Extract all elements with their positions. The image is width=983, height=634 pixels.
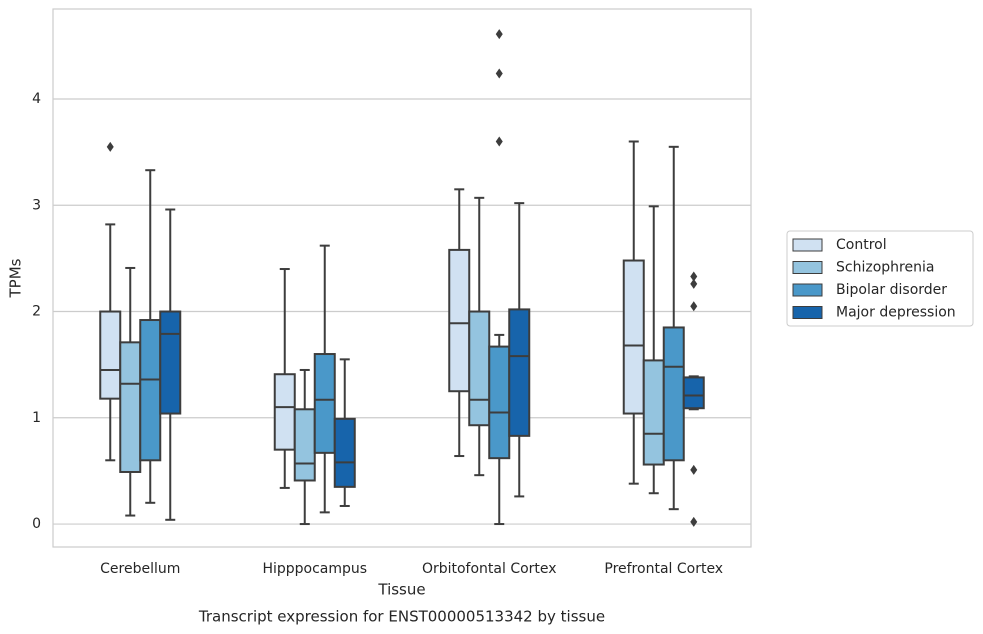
outlier (495, 29, 503, 40)
legend-swatch (792, 283, 823, 297)
legend-swatch (792, 238, 823, 252)
legend-label: Bipolar disorder (836, 282, 947, 298)
legend-swatch (792, 306, 823, 319)
box (468, 310, 491, 427)
box (448, 248, 471, 393)
x-tick-label: Prefrontal Cortex (604, 561, 723, 577)
x-tick-label: Cerebellum (100, 561, 180, 577)
box (488, 345, 511, 460)
outlier (495, 136, 503, 147)
outlier (690, 516, 698, 527)
legend-swatch (792, 261, 823, 274)
box (642, 359, 665, 466)
box (508, 308, 531, 437)
legend-label: Major depression (836, 305, 956, 321)
plot-frame (52, 8, 752, 548)
x-axis-label: Tissue (377, 581, 425, 599)
box (139, 319, 162, 462)
legend-label: Schizophrenia (836, 260, 934, 276)
box (682, 376, 705, 410)
chart-title: Transcript expression for ENST0000051334… (198, 608, 605, 626)
outlier (106, 141, 114, 152)
legend-frame (786, 230, 974, 327)
box (273, 373, 296, 451)
box (119, 341, 142, 473)
y-tick-label: 4 (32, 91, 41, 107)
outlier (690, 301, 698, 312)
x-tick-label: Hipppocampus (262, 561, 367, 577)
box (333, 417, 356, 488)
outlier (690, 464, 698, 475)
box (662, 326, 685, 462)
y-tick-label: 1 (32, 410, 41, 426)
box (159, 310, 182, 415)
box (313, 353, 336, 454)
box (99, 310, 122, 400)
box (293, 408, 316, 482)
box (622, 259, 645, 415)
y-axis-label: TPMs (7, 258, 25, 298)
outlier (495, 68, 503, 79)
x-tick-label: Orbitofontal Cortex (422, 561, 557, 577)
y-tick-label: 0 (32, 516, 41, 532)
legend-label: Control (836, 237, 887, 253)
y-tick-label: 3 (32, 197, 41, 213)
y-tick-label: 2 (32, 304, 41, 320)
outlier (690, 271, 698, 282)
outlier (690, 278, 698, 289)
